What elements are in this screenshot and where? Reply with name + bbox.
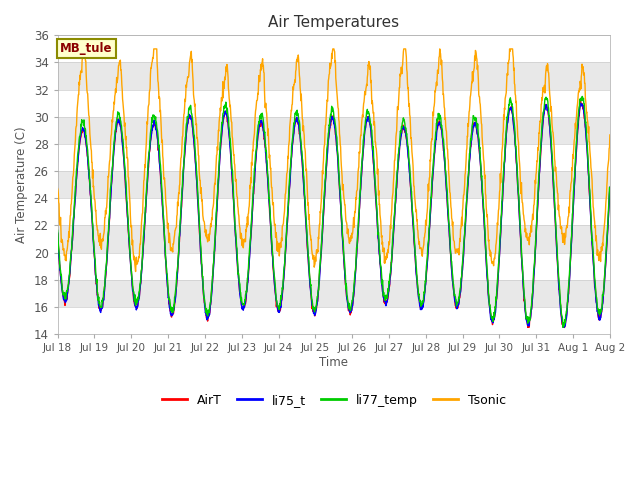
li77_temp xyxy=(54,228,61,233)
li77_temp xyxy=(533,218,541,224)
Line: Tsonic: Tsonic xyxy=(58,49,610,272)
li75_t xyxy=(472,120,479,125)
AirT xyxy=(263,168,271,174)
Legend: AirT, li75_t, li77_temp, Tsonic: AirT, li75_t, li77_temp, Tsonic xyxy=(157,389,511,411)
Tsonic xyxy=(154,67,161,72)
Tsonic xyxy=(472,50,480,56)
AirT xyxy=(472,120,479,126)
Bar xyxy=(58,117,610,144)
Text: MB_tule: MB_tule xyxy=(60,42,113,55)
li77_temp xyxy=(579,94,586,99)
Bar xyxy=(58,36,610,62)
Tsonic xyxy=(264,132,271,138)
li75_t xyxy=(263,168,271,174)
AirT xyxy=(153,130,161,135)
li75_t xyxy=(54,230,61,236)
Bar xyxy=(58,280,610,307)
X-axis label: Time: Time xyxy=(319,356,348,369)
AirT xyxy=(213,204,221,210)
Bar xyxy=(58,252,610,280)
Line: li75_t: li75_t xyxy=(58,103,610,327)
Line: li77_temp: li77_temp xyxy=(58,96,610,327)
Bar xyxy=(58,144,610,171)
AirT xyxy=(163,276,171,282)
li75_t xyxy=(163,278,171,284)
li77_temp xyxy=(153,124,161,130)
Line: AirT: AirT xyxy=(58,101,610,327)
li77_temp xyxy=(606,185,614,191)
Tsonic xyxy=(534,159,541,165)
Title: Air Temperatures: Air Temperatures xyxy=(268,15,399,30)
li77_temp xyxy=(559,324,567,330)
li75_t xyxy=(153,129,161,135)
Tsonic xyxy=(132,269,140,275)
li77_temp xyxy=(213,198,221,204)
li75_t xyxy=(560,324,568,330)
li77_temp xyxy=(263,158,271,164)
Y-axis label: Air Temperature (C): Air Temperature (C) xyxy=(15,126,28,243)
AirT xyxy=(524,324,532,330)
Tsonic xyxy=(54,186,61,192)
li75_t xyxy=(533,221,541,227)
AirT xyxy=(54,231,61,237)
li75_t xyxy=(213,208,221,214)
Tsonic xyxy=(164,220,172,226)
li75_t xyxy=(577,100,584,106)
Bar xyxy=(58,226,610,252)
AirT xyxy=(577,98,584,104)
Bar xyxy=(58,62,610,90)
Bar xyxy=(58,307,610,334)
Bar xyxy=(58,198,610,226)
li77_temp xyxy=(163,271,171,276)
AirT xyxy=(606,185,614,191)
li75_t xyxy=(606,184,614,190)
Tsonic xyxy=(214,147,221,153)
Tsonic xyxy=(606,132,614,138)
Bar xyxy=(58,90,610,117)
AirT xyxy=(533,216,541,222)
Bar xyxy=(58,171,610,198)
Tsonic xyxy=(79,46,87,52)
li77_temp xyxy=(472,115,479,120)
